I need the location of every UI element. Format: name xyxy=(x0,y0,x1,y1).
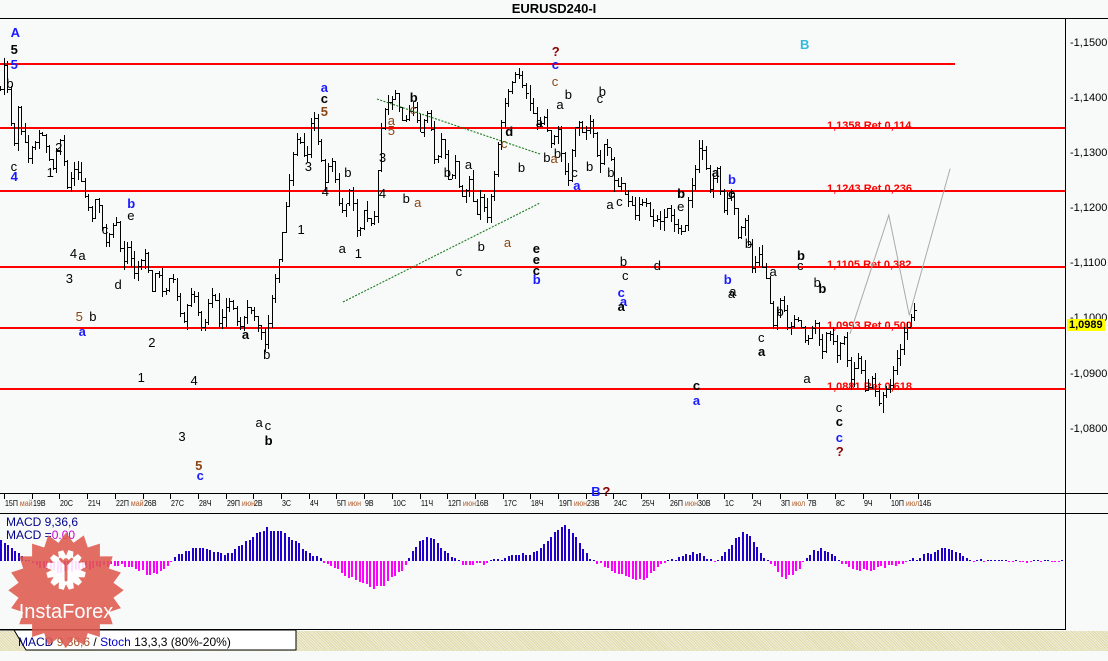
svg-text:InstaForex: InstaForex xyxy=(19,601,113,623)
